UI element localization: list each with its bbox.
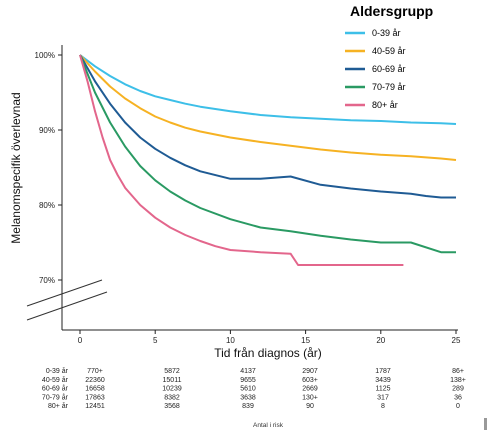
series-line-5 xyxy=(79,54,404,266)
x-ticks: 0 5 10 15 20 25 xyxy=(78,330,461,345)
axis-break-mark xyxy=(26,291,108,321)
risk-cell: 10239 xyxy=(162,386,182,393)
legend: Aldersgrupp 0-39 år 40-59 år 60-69 år 70-79… xyxy=(345,3,433,110)
risk-cell: 12451 xyxy=(85,403,105,410)
legend-label: 80+ år xyxy=(372,100,398,110)
x-tick-label: 20 xyxy=(376,336,385,345)
x-tick-label: 5 xyxy=(153,336,158,345)
risk-table-caption: Antal i risk xyxy=(253,422,284,429)
risk-cell: 22360 xyxy=(85,377,105,384)
risk-cell: 603+ xyxy=(302,377,318,384)
legend-items: 0-39 år 40-59 år 60-69 år 70-79 år 80+ år xyxy=(345,28,406,110)
risk-cell: 36 xyxy=(454,394,462,401)
y-axis-label: Melanomspecifik överlevnad xyxy=(9,92,23,243)
x-tick-label: 10 xyxy=(226,336,235,345)
risk-cell: 4137 xyxy=(240,368,256,375)
risk-cell: 3439 xyxy=(375,377,391,384)
risk-cell: 1125 xyxy=(375,386,390,393)
y-tick-label: 80% xyxy=(39,201,55,210)
risk-cell: 2907 xyxy=(302,368,318,375)
x-tick-label: 25 xyxy=(452,336,461,345)
risk-cell: 15011 xyxy=(163,377,182,384)
risk-row-label: 0-39 år xyxy=(46,367,69,375)
risk-cell: 16658 xyxy=(85,386,105,393)
legend-label: 60-69 år xyxy=(372,64,406,74)
risk-table: 0-39 år 770+ 5872 4137 2907 1787 86+ 40-59 år 22… xyxy=(42,367,466,410)
risk-cell: 8382 xyxy=(164,394,180,401)
y-tick-label: 70% xyxy=(39,276,55,285)
risk-row-label: 80+ år xyxy=(48,402,69,410)
x-axis-label: Tid från diagnos (år) xyxy=(214,346,322,360)
y-tick-label: 90% xyxy=(39,126,55,135)
legend-title: Aldersgrupp xyxy=(350,3,433,19)
risk-cell: 8 xyxy=(381,403,385,410)
x-tick-label: 0 xyxy=(78,336,83,345)
risk-cell: 317 xyxy=(377,394,389,401)
risk-row-label: 70-79 år xyxy=(42,393,69,401)
series-line-4 xyxy=(79,54,456,254)
y-ticks: 100% 90% 80% 70% xyxy=(35,51,62,285)
risk-cell: 86+ xyxy=(452,368,464,375)
risk-cell: 9655 xyxy=(240,377,256,384)
risk-row-label: 60-69 år xyxy=(42,385,69,393)
series-lines xyxy=(79,54,457,266)
series-line-3 xyxy=(79,54,456,199)
risk-cell: 839 xyxy=(242,403,254,410)
risk-cell: 0 xyxy=(456,403,460,410)
legend-label: 70-79 år xyxy=(372,82,406,92)
scrollbar-thumb[interactable] xyxy=(484,418,487,430)
risk-cell: 2669 xyxy=(302,386,318,393)
risk-cell: 5872 xyxy=(164,368,180,375)
y-tick-label: 100% xyxy=(35,51,55,60)
risk-cell: 289 xyxy=(452,386,464,393)
risk-row-label: 40-59 år xyxy=(42,376,69,384)
risk-cell: 17863 xyxy=(85,394,105,401)
risk-cell: 3568 xyxy=(164,403,180,410)
risk-cell: 138+ xyxy=(450,377,466,384)
risk-cell: 1787 xyxy=(375,368,391,375)
risk-cell: 3638 xyxy=(240,394,256,401)
risk-cell: 770+ xyxy=(87,368,103,375)
risk-cell: 90 xyxy=(306,403,314,410)
series-line-2 xyxy=(79,54,457,161)
axis-break-mark xyxy=(26,279,103,307)
risk-cell: 130+ xyxy=(302,394,318,401)
risk-cell: 5610 xyxy=(240,386,256,393)
series-line-1 xyxy=(79,54,457,125)
x-tick-label: 15 xyxy=(301,336,310,345)
legend-label: 0-39 år xyxy=(372,28,401,38)
legend-label: 40-59 år xyxy=(372,46,406,56)
